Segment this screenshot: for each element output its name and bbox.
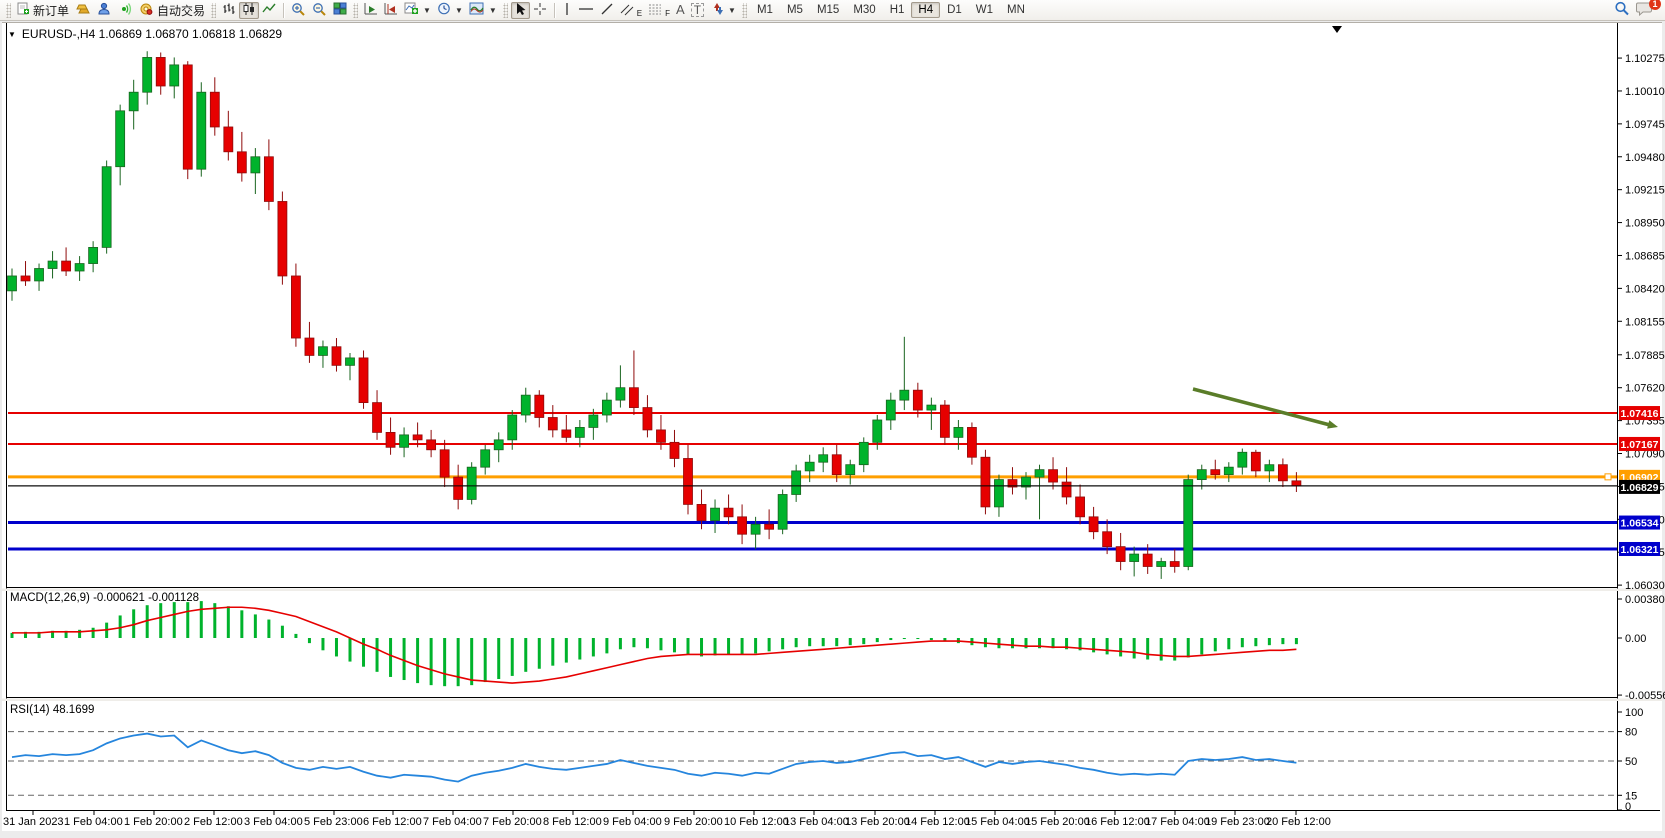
search-icon xyxy=(1614,1,1630,19)
vertical-line-icon xyxy=(562,2,572,19)
toolbar-grip[interactable] xyxy=(502,2,508,18)
toolbar-grip[interactable] xyxy=(211,2,217,18)
channel-letter: E xyxy=(636,8,643,18)
market-profile-button[interactable] xyxy=(94,2,115,19)
arrows-tool-button[interactable]: ▼ xyxy=(707,2,739,19)
bar-chart-button[interactable] xyxy=(219,2,239,19)
user-icon xyxy=(97,2,112,18)
chart-window[interactable] xyxy=(2,22,1662,831)
timeframe-button-h1[interactable]: H1 xyxy=(889,4,905,16)
arrows-icon xyxy=(710,2,724,19)
indicators-button[interactable]: ▼ xyxy=(401,2,434,19)
templates-dropdown-caret: ▼ xyxy=(488,5,497,15)
cursor-icon xyxy=(514,2,527,19)
zoom-out-button[interactable] xyxy=(309,2,330,19)
equidistant-channel-button[interactable]: E xyxy=(617,2,645,19)
main-toolbar: 新订单 自动交易 ▼ ▼ xyxy=(0,0,1665,21)
chart-shift-button[interactable] xyxy=(381,2,401,19)
signals-button[interactable] xyxy=(115,2,136,19)
text-tool-icon: A xyxy=(676,2,685,17)
vertical-line-button[interactable] xyxy=(559,2,575,19)
timeframe-button-w1[interactable]: W1 xyxy=(975,4,994,16)
auto-scroll-icon xyxy=(364,2,378,18)
auto-trading-label: 自动交易 xyxy=(157,3,206,18)
timeframe-button-h4[interactable]: H4 xyxy=(911,2,941,18)
toolbar-grip[interactable] xyxy=(353,2,359,18)
fibonacci-icon xyxy=(648,2,662,19)
new-order-icon xyxy=(17,2,30,18)
timeframe-button-m30[interactable]: M30 xyxy=(853,4,876,16)
arrows-dropdown-caret: ▼ xyxy=(728,5,736,15)
bar-chart-icon xyxy=(222,2,236,19)
timeframe-button-mn[interactable]: MN xyxy=(1007,4,1025,16)
text-label-icon: T xyxy=(690,3,705,17)
line-chart-icon xyxy=(262,2,276,19)
new-order-label: 新订单 xyxy=(33,3,70,18)
indicators-dropdown-caret: ▼ xyxy=(423,5,431,15)
auto-scroll-button[interactable] xyxy=(361,2,381,19)
periods-dropdown-caret: ▼ xyxy=(454,5,463,15)
horizontal-line-icon xyxy=(578,2,594,19)
timeframe-button-d1[interactable]: D1 xyxy=(947,4,962,16)
channel-icon xyxy=(620,2,634,19)
zoom-in-icon xyxy=(291,2,306,19)
template-icon xyxy=(469,2,485,18)
new-order-button[interactable]: 新订单 xyxy=(14,2,72,19)
toolbar-grip[interactable] xyxy=(741,2,747,18)
chart-title-bar: ▼ EURUSD-,H4 1.06869 1.06870 1.06818 1.06… xyxy=(8,27,282,41)
candlestick-chart-icon xyxy=(242,2,256,19)
cursor-button[interactable] xyxy=(510,1,530,19)
fibo-letter: F xyxy=(665,8,671,18)
fibonacci-button[interactable]: F xyxy=(645,2,673,19)
chart-menu-triangle-icon[interactable]: ▼ xyxy=(8,30,16,39)
toolbar-grip[interactable] xyxy=(6,2,11,18)
clock-icon xyxy=(437,2,451,18)
crosshair-button[interactable] xyxy=(530,2,550,19)
templates-button[interactable]: ▼ xyxy=(466,2,500,19)
timeframe-button-m1[interactable]: M1 xyxy=(756,4,773,16)
auto-trading-button[interactable]: 自动交易 xyxy=(136,2,208,19)
notification-badge: 1 xyxy=(1649,0,1661,10)
gold-bars-button[interactable] xyxy=(72,2,94,19)
tile-windows-icon xyxy=(333,2,347,18)
periods-button[interactable]: ▼ xyxy=(434,2,466,19)
zoom-in-button[interactable] xyxy=(288,2,309,19)
gold-bars-icon xyxy=(75,2,91,18)
rsi-indicator-label: RSI(14) 48.1699 xyxy=(10,704,95,716)
indicators-icon xyxy=(404,2,419,18)
auto-trading-icon xyxy=(139,2,154,18)
horizontal-line-button[interactable] xyxy=(575,2,597,19)
timeframe-button-m15[interactable]: M15 xyxy=(816,4,840,16)
text-label-tool-button[interactable]: T xyxy=(688,2,707,19)
notifications-button[interactable]: 1 xyxy=(1633,0,1661,19)
chart-shift-icon xyxy=(384,2,398,18)
chart-title: EURUSD-,H4 1.06869 1.06870 1.06818 1.068… xyxy=(21,27,283,41)
timeframe-button-m5[interactable]: M5 xyxy=(786,4,803,16)
timeframe-group: M1 M5 M15 M30 H1 H4 D1 W1 MN xyxy=(750,2,1032,18)
trendline-button[interactable] xyxy=(597,2,617,19)
search-button[interactable] xyxy=(1611,1,1633,19)
signal-waves-icon xyxy=(118,2,133,18)
zoom-out-icon xyxy=(312,2,327,19)
trendline-icon xyxy=(600,2,614,19)
toolbar-separator xyxy=(553,2,555,18)
text-tool-button[interactable]: A xyxy=(673,2,688,19)
crosshair-icon xyxy=(533,2,547,19)
line-chart-button[interactable] xyxy=(259,2,279,19)
toolbar-separator xyxy=(283,2,285,18)
macd-indicator-label: MACD(12,26,9) -0.000621 -0.001128 xyxy=(10,592,200,604)
tile-windows-button[interactable] xyxy=(330,2,350,19)
candlestick-chart-button[interactable] xyxy=(239,1,260,19)
